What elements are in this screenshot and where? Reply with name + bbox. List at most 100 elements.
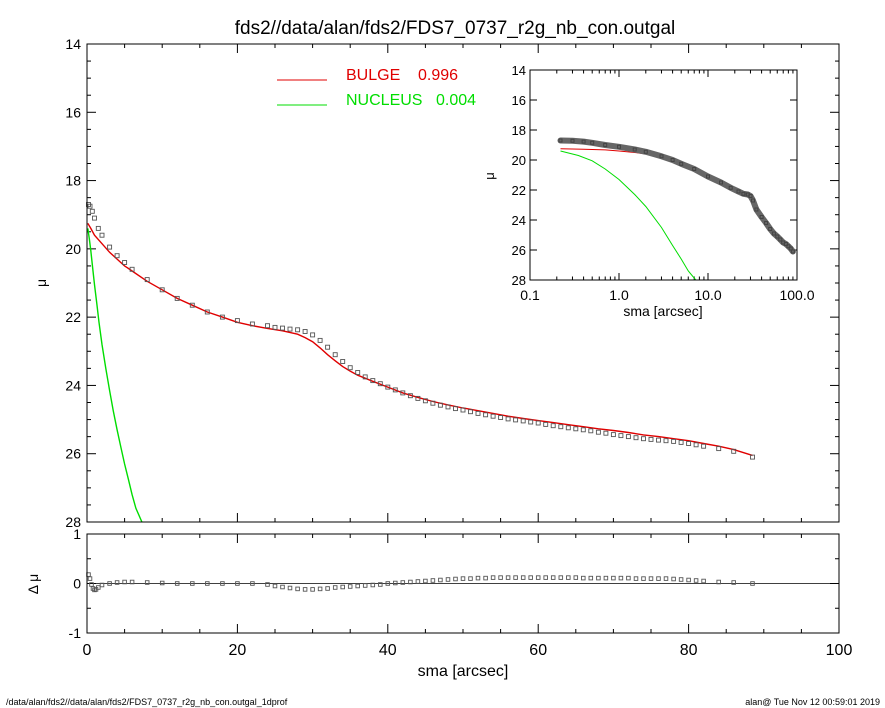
residual-data-point <box>408 579 413 585</box>
main-nucleus-line <box>87 228 143 523</box>
residual-data-point <box>520 575 526 580</box>
residual-y-tick-label-0: 1 <box>73 526 81 542</box>
inset-data-point <box>790 249 795 254</box>
inset-data-point <box>778 237 783 242</box>
main-data-point <box>678 439 684 445</box>
residual-data-point <box>107 581 112 586</box>
residual-x-tick-label-5: 100 <box>826 642 853 659</box>
residual-data-point <box>144 580 150 585</box>
main-data-point <box>272 324 278 330</box>
inset-data-point <box>771 231 776 236</box>
residual-data-point <box>430 578 436 583</box>
residual-data-point <box>490 575 496 580</box>
inset-data-point <box>659 154 664 159</box>
inset-nucleus-line-group <box>560 150 697 281</box>
main-data-point <box>468 409 473 415</box>
inset-x-tick-label-2: 10.0 <box>694 287 721 303</box>
inset-x-tick-label-1: 1.0 <box>609 287 629 303</box>
residual-data-point <box>174 581 180 586</box>
main-data-point <box>686 441 692 446</box>
main-data-point <box>625 434 631 440</box>
main-data-point <box>392 387 398 393</box>
residual-data-point <box>573 575 579 580</box>
main-data-point <box>144 277 150 283</box>
inset-data-point <box>768 227 773 231</box>
main-chart: μ 14 16 18 20 22 24 26 28 <box>33 36 840 530</box>
inset-data-point <box>764 221 769 225</box>
inset-data-point <box>632 147 637 152</box>
residual-y-axis-label: Δ μ <box>25 574 41 595</box>
main-data-point <box>648 436 654 442</box>
residual-data-point <box>498 575 503 580</box>
inset-data-point <box>590 140 595 145</box>
main-y-tick-label-0: 14 <box>65 36 81 52</box>
main-data-point <box>377 381 383 387</box>
main-y-tick-label-6: 26 <box>65 446 81 462</box>
inset-plot-frame <box>529 69 798 281</box>
inset-data-point <box>754 207 759 212</box>
main-y-tick-label-7: 28 <box>65 514 81 530</box>
main-data-point <box>159 287 165 293</box>
main-data-point <box>603 430 609 436</box>
residual-x-tick-label-2: 40 <box>379 642 397 659</box>
main-data-point <box>295 327 301 333</box>
residual-data-point <box>272 583 278 589</box>
residual-data-point <box>159 580 165 586</box>
inset-data-point <box>679 161 684 166</box>
inset-data-point <box>603 143 608 147</box>
inset-data-point <box>741 191 746 196</box>
residual-data-point <box>505 575 511 580</box>
residual-data-point <box>678 577 684 582</box>
residual-data-point <box>287 585 293 591</box>
main-data-point <box>483 412 489 418</box>
residual-data-point <box>731 580 736 585</box>
inset-observed-profile-band <box>557 137 796 255</box>
residual-data-point <box>535 575 541 580</box>
main-data-point <box>99 232 105 238</box>
main-data-point <box>302 329 308 334</box>
main-data-point <box>453 406 458 412</box>
residual-data-point <box>87 576 93 581</box>
residual-x-tick-label-3: 60 <box>529 642 547 659</box>
inset-data-point <box>581 139 586 144</box>
residual-data-point <box>543 575 548 580</box>
main-data-point <box>219 314 225 320</box>
inset-y-axis-label: μ <box>482 172 497 180</box>
residual-data-point <box>310 587 315 592</box>
residual-data-point <box>438 577 443 583</box>
inset-data-point <box>736 189 741 194</box>
residual-data-point <box>475 575 481 581</box>
residual-data-point <box>460 576 466 581</box>
main-data-point <box>445 404 451 410</box>
main-data-point <box>355 370 361 375</box>
main-data-point <box>550 423 556 429</box>
inset-y-tick-label-7: 28 <box>512 273 526 288</box>
main-data-point <box>317 337 323 343</box>
residual-data-point <box>355 583 360 589</box>
main-data-point <box>513 417 519 423</box>
residual-data-point <box>445 577 451 582</box>
inset-nucleus-line <box>560 150 697 281</box>
inset-data-point <box>719 180 723 185</box>
main-data-point <box>633 435 639 441</box>
main-data-point <box>750 454 755 460</box>
main-data-point <box>693 442 699 448</box>
residual-data-point <box>750 581 755 586</box>
inset-data-point <box>748 194 753 198</box>
inset-data-point <box>783 242 788 246</box>
residual-data-point <box>596 575 601 581</box>
main-data-point <box>107 244 113 250</box>
main-data-point <box>701 443 707 449</box>
residual-data-point <box>701 578 706 584</box>
residual-data-point <box>581 575 586 581</box>
residual-data-point <box>393 580 398 586</box>
residual-x-axis-label: sma [arcsec] <box>418 663 509 680</box>
residual-data-point <box>558 575 564 580</box>
main-data-point <box>610 432 616 438</box>
main-data-point <box>716 446 722 452</box>
residual-data-point <box>400 580 406 585</box>
residual-x-tick-label-4: 80 <box>680 642 698 659</box>
main-data-point <box>437 402 443 408</box>
residual-data-point <box>626 575 631 581</box>
